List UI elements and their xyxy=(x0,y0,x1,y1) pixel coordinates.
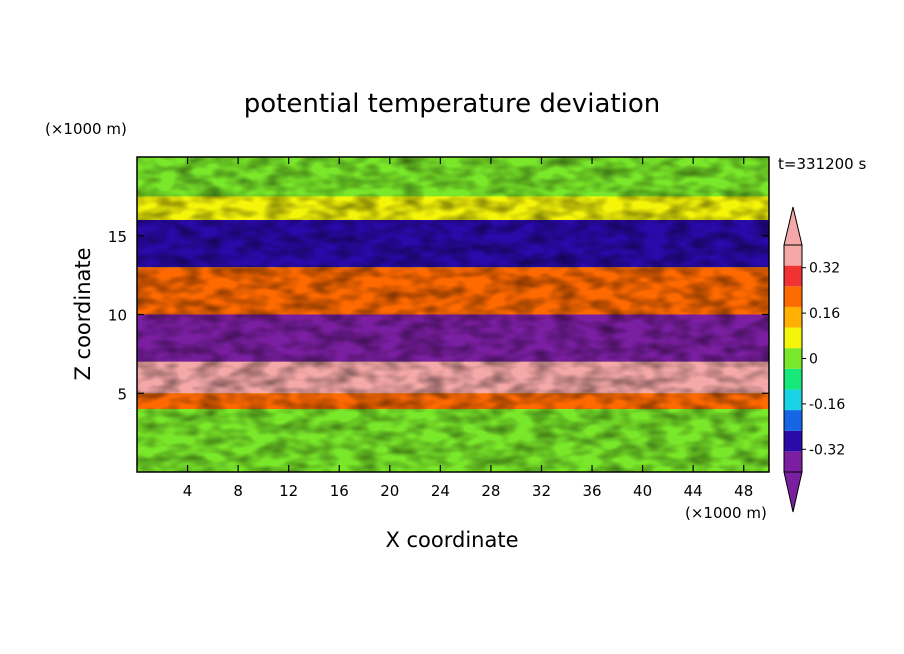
colorbar: -0.32 -0.16 0 0.16 0.32 xyxy=(783,206,845,513)
x-tick-label: 28 xyxy=(481,482,500,500)
colorbar-label: 0.32 xyxy=(809,261,840,277)
x-tick-label: 24 xyxy=(431,482,450,500)
colorbar-segment xyxy=(784,348,802,369)
colorbar-segment xyxy=(784,327,802,349)
colorbar-segment xyxy=(784,286,802,307)
y-axis: 5 10 15 xyxy=(108,228,769,403)
colorbar-segment xyxy=(784,306,802,328)
colorbar-label: -0.16 xyxy=(809,397,845,413)
colorbar-over-arrow xyxy=(783,206,803,246)
colorbar-label: 0 xyxy=(809,352,818,368)
colorbar-segment xyxy=(784,245,802,266)
y-tick-label: 10 xyxy=(108,307,127,325)
x-tick-label: 36 xyxy=(582,482,601,500)
x-tick-label: 32 xyxy=(532,482,551,500)
x-tick-label: 44 xyxy=(684,482,703,500)
y-tick-label: 5 xyxy=(117,385,127,403)
heatmap-texture xyxy=(137,157,769,472)
chart-title: potential temperature deviation xyxy=(244,89,660,119)
colorbar-label: 0.16 xyxy=(809,306,840,322)
x-tick-label: 20 xyxy=(380,482,399,500)
x-tick-label: 8 xyxy=(233,482,243,500)
x-tick-label: 4 xyxy=(183,482,193,500)
y-tick-label: 15 xyxy=(108,228,127,246)
x-axis-label: X coordinate xyxy=(385,528,518,552)
x-tick-label: 40 xyxy=(633,482,652,500)
colorbar-segment xyxy=(784,368,802,390)
colorbar-label: -0.32 xyxy=(809,442,845,458)
colorbar-segment xyxy=(784,265,802,287)
time-label: t=331200 s xyxy=(778,155,866,173)
heatmap-field xyxy=(137,157,769,472)
y-unit-label: (×1000 m) xyxy=(45,120,127,138)
colorbar-segment xyxy=(784,410,802,431)
colorbar-segment xyxy=(784,389,802,411)
y-axis-label: Z coordinate xyxy=(71,247,95,380)
x-tick-label: 16 xyxy=(330,482,349,500)
x-tick-label: 48 xyxy=(734,482,753,500)
x-tick-label: 12 xyxy=(279,482,298,500)
x-unit-label: (×1000 m) xyxy=(685,504,767,522)
colorbar-under-arrow xyxy=(783,471,803,513)
x-axis: 4 8 12 16 20 24 28 32 36 40 44 48 xyxy=(183,157,753,500)
colorbar-segment xyxy=(784,430,802,452)
colorbar-segment xyxy=(784,451,802,472)
